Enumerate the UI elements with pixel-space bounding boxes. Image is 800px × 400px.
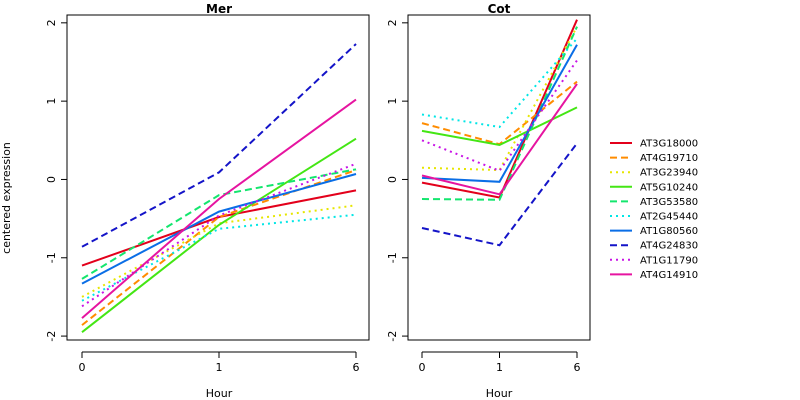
series-line-at2g45440 — [421, 37, 578, 129]
y-axis-title: centered expression — [0, 142, 13, 254]
legend-label: AT4G24830 — [640, 241, 698, 252]
legend-label: AT1G11790 — [640, 255, 698, 266]
panel-title: Mer — [206, 2, 232, 16]
series-line-at1g80560 — [421, 44, 578, 183]
panel-mer: Mer -2 -1 0 1 2 0 1 6 Hour — [45, 2, 370, 400]
mer-x-axis: 0 1 6 — [79, 351, 360, 374]
legend: AT3G18000 AT4G19710 AT3G23940 AT5G10240 AT3G… — [610, 139, 698, 281]
legend-label: AT3G18000 — [640, 139, 698, 150]
series-line-at4g24830 — [421, 142, 578, 247]
x-tick-label: 1 — [216, 361, 223, 374]
series-line-at4g24830 — [81, 43, 357, 248]
legend-label: AT4G14910 — [640, 270, 698, 281]
series-line-at4g14910 — [81, 98, 357, 319]
legend-label: AT1G80560 — [640, 226, 698, 237]
series-line-at3g23940 — [421, 26, 578, 172]
legend-label: AT5G10240 — [640, 182, 698, 193]
x-tick-label: 6 — [353, 361, 360, 374]
series-line-at4g14910 — [421, 83, 578, 196]
mer-y-axis: -2 -1 0 1 2 — [45, 19, 67, 342]
plot-frame — [407, 14, 591, 341]
x-axis-title: Hour — [486, 387, 513, 400]
y-tick-label: 0 — [45, 176, 58, 183]
series-line-at3g23940 — [81, 204, 357, 298]
panel-title: Cot — [488, 2, 511, 16]
y-tick-label: 1 — [45, 98, 58, 105]
y-tick-label: -2 — [386, 331, 399, 342]
series-line-at3g18000 — [81, 189, 357, 267]
series-line-at3g53580 — [421, 26, 578, 201]
series-line-at3g53580 — [81, 168, 357, 280]
series-line-at1g80560 — [81, 173, 357, 285]
mer-series-lines — [81, 43, 357, 333]
x-tick-label: 6 — [574, 361, 581, 374]
cot-x-axis: 0 1 6 — [419, 351, 581, 374]
cot-series-lines — [421, 19, 578, 247]
y-tick-label: 2 — [45, 19, 58, 26]
y-tick-label: -1 — [45, 252, 58, 263]
legend-label: AT3G23940 — [640, 168, 698, 179]
y-tick-label: 2 — [386, 19, 399, 26]
legend-label: AT4G19710 — [640, 153, 698, 164]
x-tick-label: 0 — [419, 361, 426, 374]
series-line-at3g18000 — [421, 19, 578, 199]
series-line-at1g11790 — [81, 162, 357, 308]
plot-frame — [66, 14, 370, 341]
x-axis-title: Hour — [206, 387, 233, 400]
y-tick-label: -2 — [45, 331, 58, 342]
y-tick-label: -1 — [386, 252, 399, 263]
panel-cot: Cot -2 -1 0 1 2 0 1 6 Hour — [386, 2, 591, 400]
series-line-at4g19710 — [81, 169, 357, 326]
x-tick-label: 0 — [79, 361, 86, 374]
legend-label: AT2G45440 — [640, 212, 698, 223]
cot-y-axis: -2 -1 0 1 2 — [386, 19, 408, 342]
series-line-at2g45440 — [81, 213, 357, 302]
series-line-at5g10240 — [81, 137, 357, 333]
y-tick-label: 1 — [386, 98, 399, 105]
legend-label: AT3G53580 — [640, 197, 698, 208]
x-tick-label: 1 — [496, 361, 503, 374]
y-tick-label: 0 — [386, 176, 399, 183]
